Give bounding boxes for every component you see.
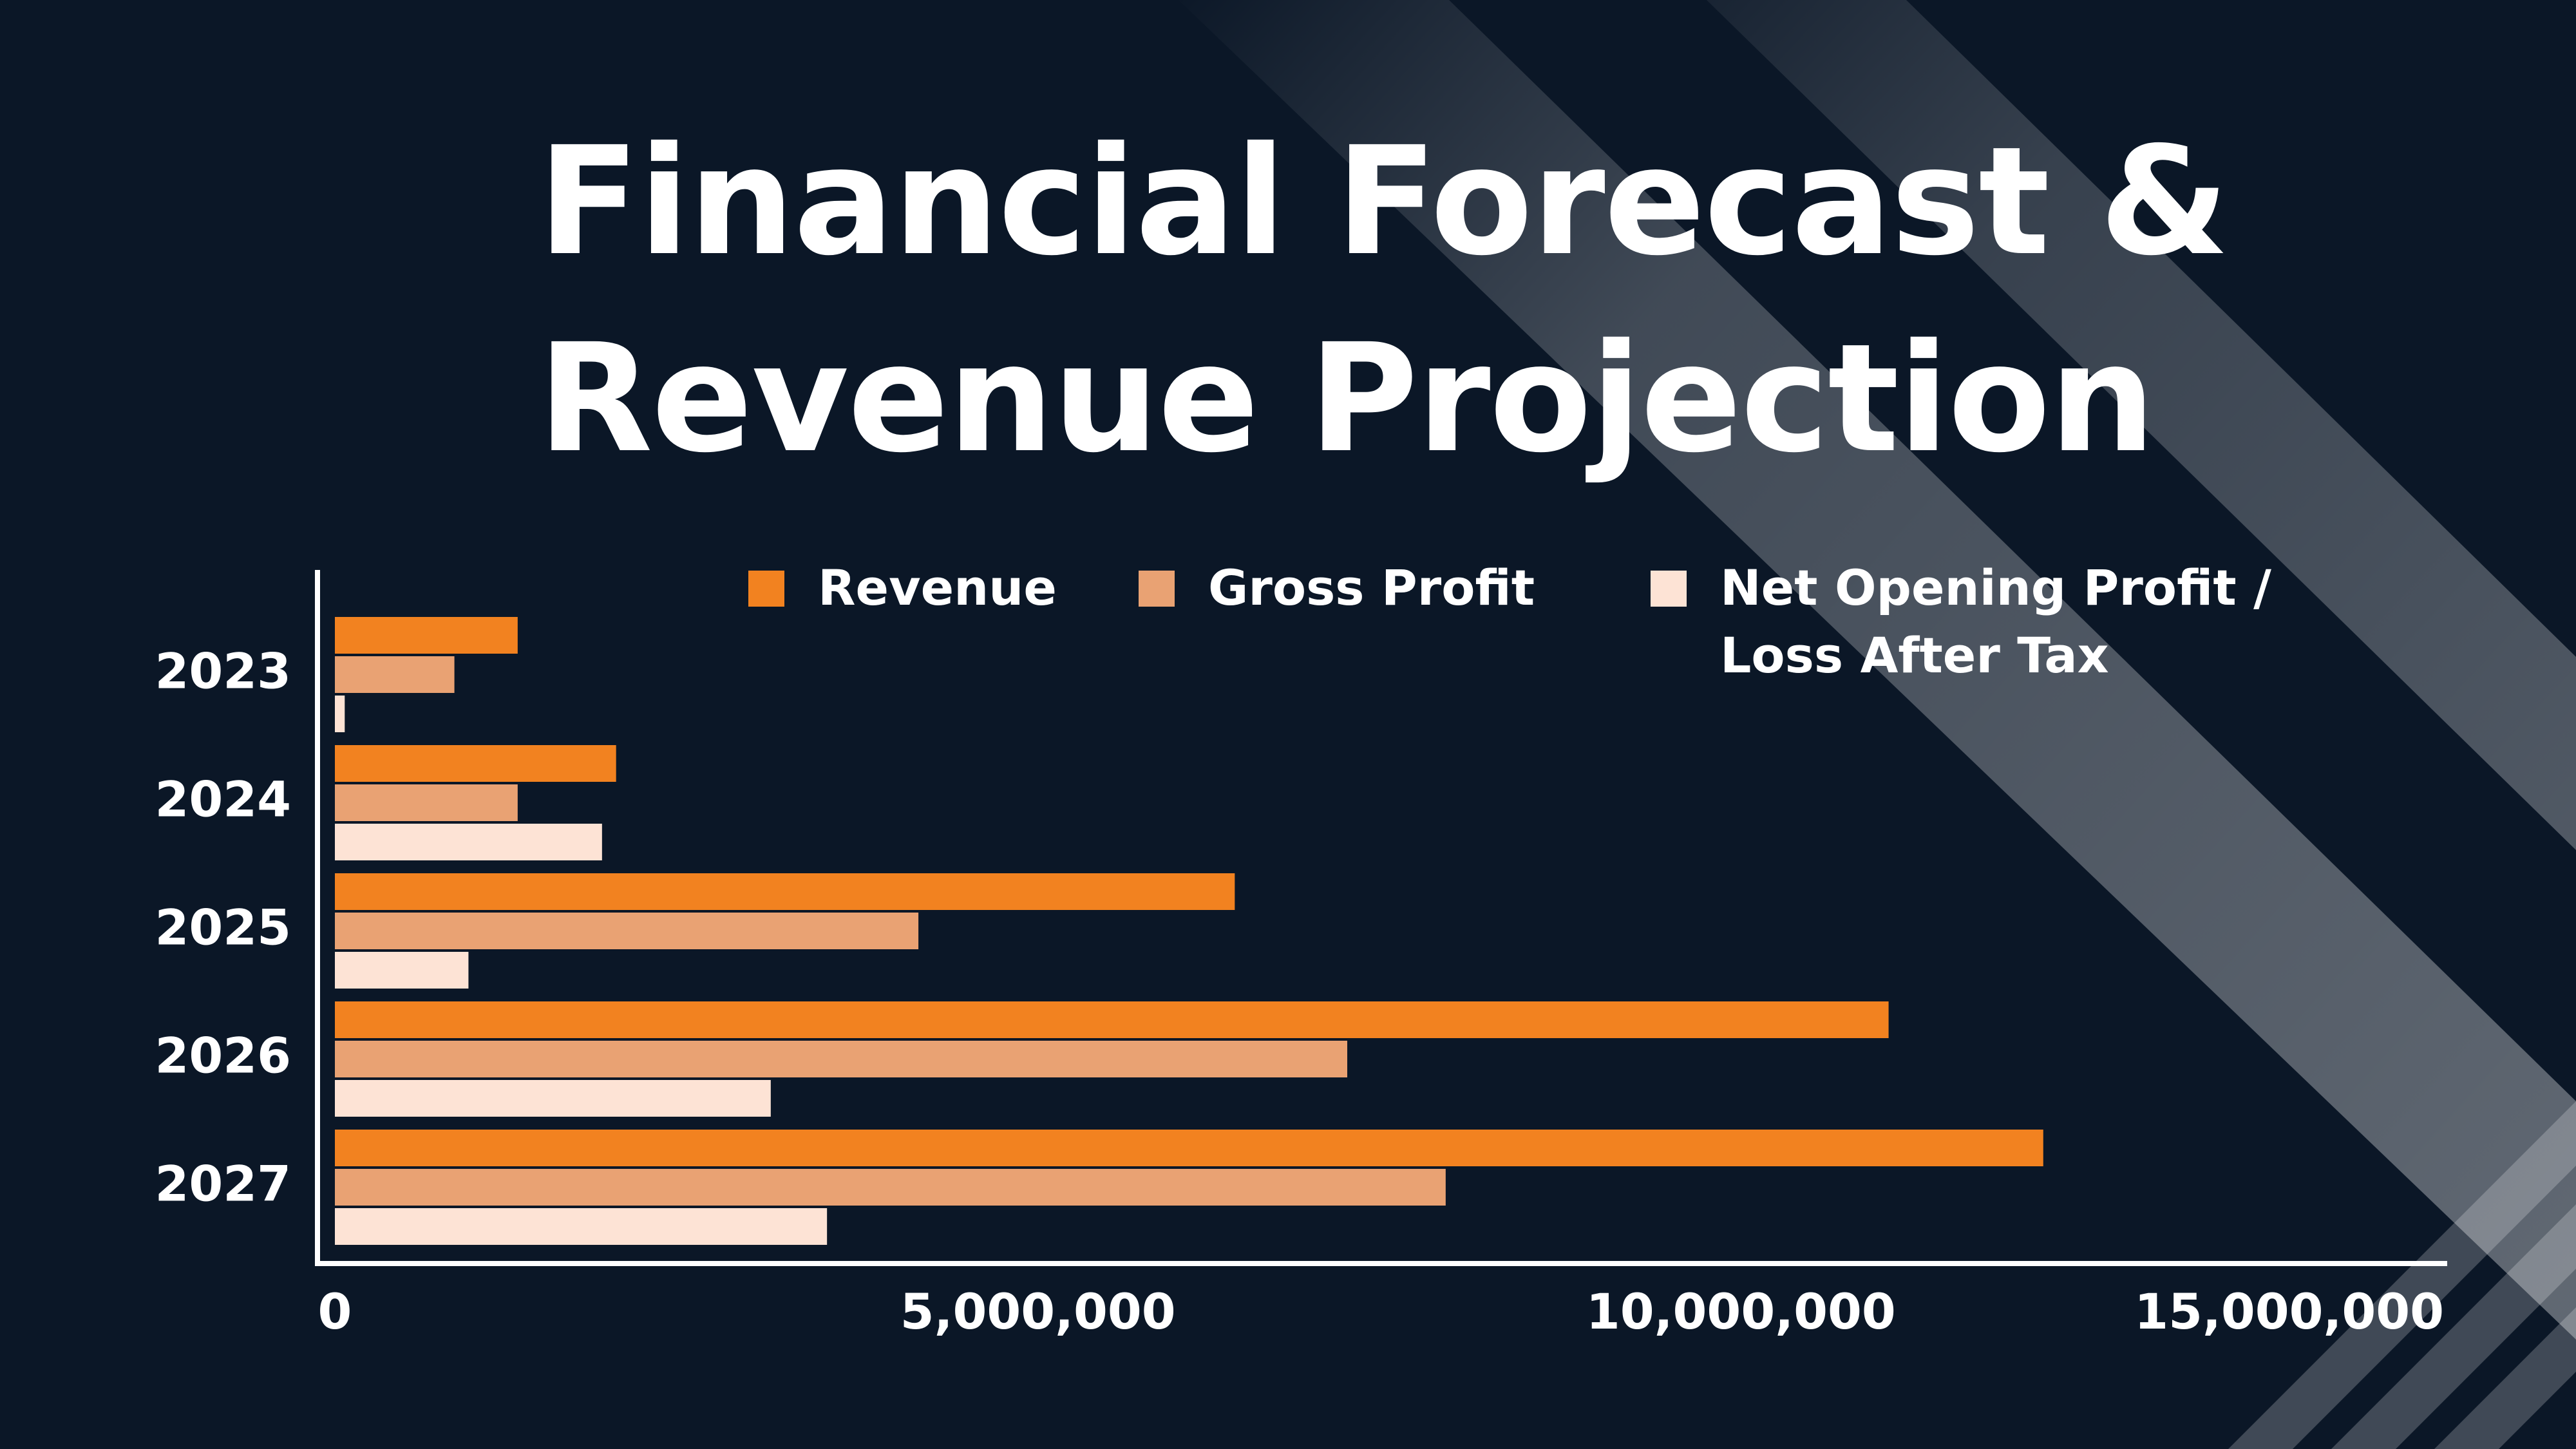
axes [315, 570, 2447, 1266]
chart-title-line-1: Financial Forecast & [538, 115, 2230, 289]
bar-net-opening-profit-loss-after-tax-2026 [335, 1080, 771, 1117]
legend-label-3: Net Opening Profit / [1720, 559, 2271, 616]
chart-title-line-2: Revenue Projection [538, 312, 2155, 486]
legend-label-2: Gross Profit [1208, 559, 1535, 616]
bar-revenue-2025 [335, 873, 1235, 910]
y-axis-labels: 2023 2024 2025 2026 2027 [155, 642, 291, 1212]
bar-net-opening-profit-loss-after-tax-2023 [335, 696, 345, 732]
diagonal-stripe-wide [1179, 0, 2576, 1340]
y-tick-label-2025: 2025 [155, 898, 291, 956]
bar-gross-profit-2024 [335, 784, 518, 821]
legend-swatch-1 [748, 571, 784, 607]
bar-revenue-2026 [335, 1001, 1889, 1038]
diagonal-stripe-right [1707, 0, 2576, 850]
y-tick-label-2027: 2027 [155, 1155, 291, 1212]
x-tick-label-15000000: 15,000,000 [2134, 1283, 2444, 1340]
x-axis-labels: 0 5,000,000 10,000,000 15,000,000 [318, 1283, 2444, 1340]
bar-gross-profit-2025 [335, 913, 919, 949]
bar-gross-profit-2027 [335, 1169, 1446, 1206]
y-tick-label-2026: 2026 [155, 1027, 291, 1084]
legend-swatch-3 [1651, 571, 1687, 607]
bar-gross-profit-2023 [335, 656, 455, 693]
corner-stripes [2228, 1101, 2576, 1449]
bar-revenue-2023 [335, 617, 518, 654]
legend-swatch-2 [1139, 571, 1175, 607]
legend-label-3-line-2: Loss After Tax [1720, 627, 2109, 684]
bar-revenue-2027 [335, 1130, 2043, 1166]
x-tick-label-5000000: 5,000,000 [900, 1283, 1176, 1340]
y-tick-label-2024: 2024 [155, 770, 291, 828]
bar-net-opening-profit-loss-after-tax-2024 [335, 824, 602, 860]
bar-net-opening-profit-loss-after-tax-2027 [335, 1208, 828, 1245]
bar-group [335, 617, 2043, 1245]
y-tick-label-2023: 2023 [155, 642, 291, 699]
x-tick-label-10000000: 10,000,000 [1586, 1283, 1896, 1340]
legend: Revenue Gross Profit Net Opening Profit / L… [748, 559, 2271, 684]
bar-revenue-2024 [335, 745, 616, 782]
bar-gross-profit-2026 [335, 1041, 1347, 1077]
legend-label-1: Revenue [818, 559, 1057, 616]
bar-net-opening-profit-loss-after-tax-2025 [335, 952, 469, 989]
x-tick-label-0: 0 [318, 1283, 352, 1340]
chart-title: Financial Forecast & Revenue Projection [538, 103, 2277, 497]
